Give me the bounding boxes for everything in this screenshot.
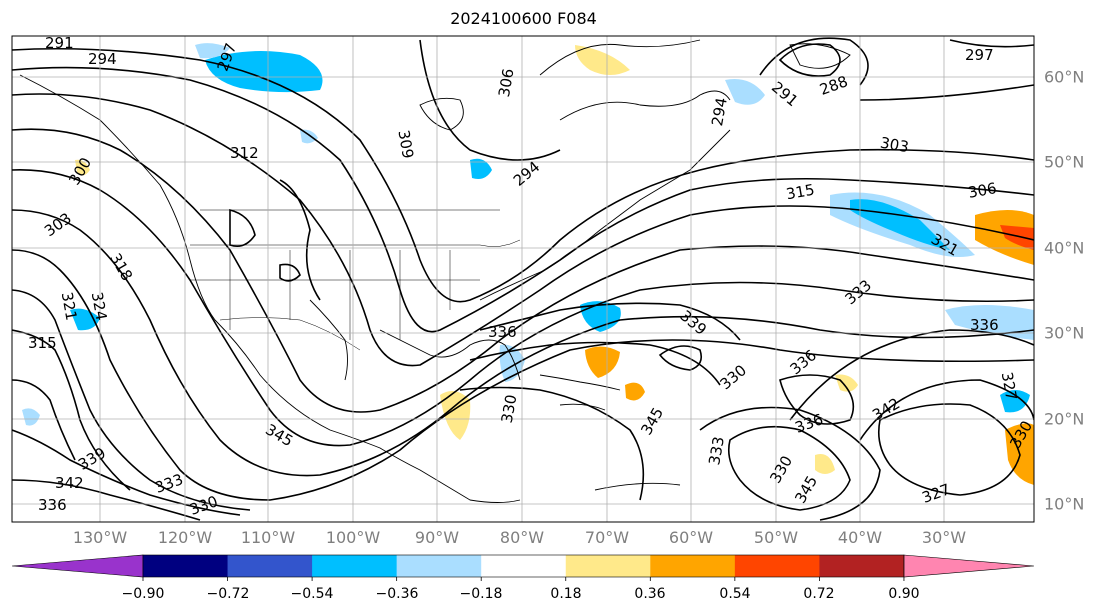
colorbar-tick: −0.90 (121, 586, 165, 602)
latitude-label: 20°N (1044, 409, 1085, 429)
contour-label: 297 (965, 46, 994, 64)
colorbar-tick: 0.72 (803, 586, 835, 602)
longitude-label: 60°W (668, 528, 714, 547)
longitude-label: 110°W (240, 528, 296, 547)
colorbar-segment (396, 555, 482, 577)
contour-label: 315 (28, 334, 57, 352)
contour-label: 306 (495, 67, 518, 98)
colorbar-tick: 0.18 (550, 586, 582, 602)
longitude-label: 130°W (72, 528, 128, 547)
contour-label: 336 (488, 323, 517, 341)
contour-label: 294 (88, 50, 117, 68)
latitude-label: 10°N (1044, 494, 1085, 514)
contour-label: 342 (55, 474, 84, 492)
contour-label: 294 (708, 96, 731, 127)
colorbar-segment (143, 555, 229, 577)
latitude-label: 40°N (1044, 238, 1085, 258)
colorbar-tick: 0.54 (719, 586, 751, 602)
longitude-label: 80°W (499, 528, 545, 547)
contour-label: 336 (38, 496, 67, 514)
colorbar-tick: −0.36 (375, 586, 419, 602)
colorbar-segment (312, 555, 398, 577)
contour-label: 309 (394, 129, 417, 160)
anomaly-shading (22, 43, 1034, 485)
colorbar-segment (481, 555, 567, 577)
longitude-label: 100°W (325, 528, 381, 547)
contour-label: 315 (785, 181, 816, 204)
longitude-label: 120°W (157, 528, 213, 547)
contour-label: 321 (58, 291, 81, 322)
map-title: 2024100600 F084 (450, 9, 597, 28)
colorbar-tick: −0.18 (459, 586, 503, 602)
contour-label: 291 (45, 34, 74, 52)
contour-label: 330 (498, 393, 521, 424)
longitude-label: 50°W (753, 528, 799, 547)
longitude-label: 70°W (584, 528, 630, 547)
map-frame (11, 35, 1035, 523)
contour-label: 312 (230, 144, 259, 162)
graticule (12, 36, 1034, 522)
coastlines (19, 39, 851, 503)
colorbar-segment (734, 555, 820, 577)
colorbar-segments (11, 554, 1035, 581)
latitude-label: 30°N (1044, 323, 1085, 343)
contour-label: 324 (88, 291, 111, 322)
longitude-label: 40°W (837, 528, 883, 547)
colorbar-segment (565, 555, 651, 577)
contour-label: 303 (879, 134, 910, 157)
latitude-label: 60°N (1044, 67, 1085, 87)
colorbar-tick: −0.72 (206, 586, 250, 602)
colorbar-segment (819, 555, 905, 577)
contour-label: 327 (998, 371, 1021, 402)
longitude-label: 30°W (921, 528, 967, 547)
contour-label: 336 (970, 316, 999, 334)
contour-label: 306 (967, 179, 998, 202)
borders (190, 209, 521, 351)
contour-label: 333 (705, 435, 728, 466)
colorbar-tick: 0.90 (888, 586, 920, 602)
colorbar-segment (227, 555, 313, 577)
longitude-label: 90°W (414, 528, 460, 547)
colorbar-extend-high (903, 554, 1035, 578)
colorbar-tick: −0.54 (290, 586, 334, 602)
colorbar-outline (142, 554, 905, 578)
latitude-label: 50°N (1044, 152, 1085, 172)
colorbar-segment (650, 555, 736, 577)
colorbar-tick: 0.36 (634, 586, 666, 602)
colorbar-extend-low (11, 554, 144, 578)
